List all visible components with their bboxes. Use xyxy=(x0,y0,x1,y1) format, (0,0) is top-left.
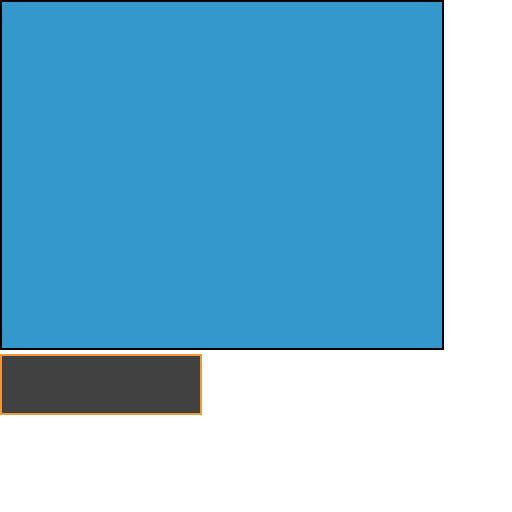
dark-block[interactable] xyxy=(0,354,202,415)
blue-panel xyxy=(0,0,444,350)
